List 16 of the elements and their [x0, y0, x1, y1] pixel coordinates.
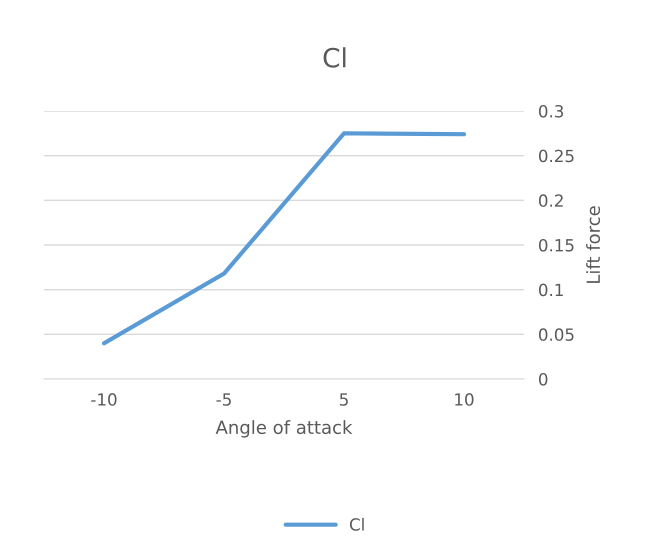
line-series	[102, 131, 466, 346]
x-axis-title: Angle of attack	[216, 420, 352, 438]
x-tick-label: -5	[216, 393, 231, 406]
legend-label: Cl	[350, 518, 364, 531]
y-tick-label: 0.25	[538, 150, 574, 162]
x-tick-label: 10	[455, 393, 474, 406]
y-tick-label: 0	[538, 372, 548, 386]
y-tick-label: 0.15	[538, 238, 574, 252]
chart-title: Cl	[324, 47, 346, 68]
y-tick-label: 0.3	[538, 104, 564, 118]
y-axis-title: Lift force	[586, 206, 600, 283]
y-tick-label: 0.05	[538, 328, 574, 341]
x-tick-label: 5	[340, 393, 348, 406]
x-tick-label: -10	[91, 393, 117, 406]
y-tick-label: 0.2	[538, 194, 563, 207]
y-tick-label: 0.1	[538, 284, 563, 296]
